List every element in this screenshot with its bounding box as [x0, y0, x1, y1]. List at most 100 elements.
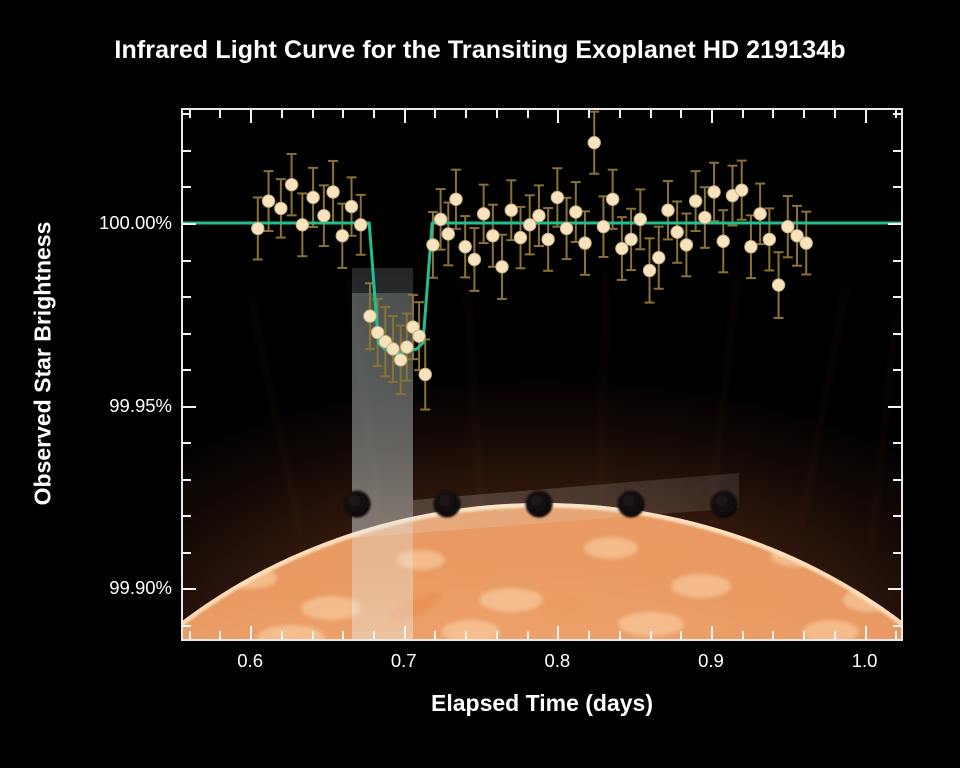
tick-mark [710, 626, 713, 639]
tick-mark [526, 631, 529, 639]
data-point [799, 236, 813, 250]
data-point [753, 207, 767, 221]
data-point [735, 183, 749, 197]
tick-mark [864, 626, 867, 639]
x-axis-title: Elapsed Time (days) [431, 690, 653, 716]
tick-mark [893, 369, 901, 372]
x-tick-label: 0.6 [237, 650, 263, 671]
tick-mark [893, 332, 901, 335]
data-point [344, 199, 359, 214]
data-point [615, 241, 629, 256]
x-tick-label: 0.9 [698, 650, 724, 671]
data-point [467, 252, 482, 267]
tick-mark [833, 631, 836, 639]
tick-mark [741, 631, 744, 639]
data-point [550, 190, 565, 205]
tick-mark [280, 110, 283, 118]
tick-mark [588, 631, 591, 639]
data-point [284, 177, 299, 192]
tick-mark [864, 110, 867, 123]
tick-mark [557, 626, 560, 639]
tick-mark [188, 631, 191, 639]
tick-mark [183, 259, 191, 262]
tick-mark [680, 110, 683, 118]
tick-mark [893, 515, 901, 518]
data-point [386, 342, 400, 356]
data-point [441, 227, 455, 241]
tick-mark [188, 110, 191, 118]
y-tick-label: 99.95% [109, 394, 172, 416]
data-point [412, 329, 426, 343]
tick-mark [373, 110, 376, 118]
data-point [642, 263, 657, 278]
tick-mark [434, 110, 437, 118]
tick-mark [833, 110, 836, 118]
tick-mark [495, 110, 498, 118]
data-point [400, 340, 414, 354]
data-point [762, 232, 777, 247]
data-point [532, 208, 546, 223]
data-point [541, 232, 555, 247]
data-point [406, 320, 420, 334]
tick-mark [183, 369, 191, 372]
tick-mark [895, 110, 898, 118]
tick-mark [588, 110, 591, 118]
tick-mark [680, 631, 683, 639]
data-point [393, 353, 408, 367]
tick-mark [893, 624, 901, 627]
tick-mark [183, 296, 191, 298]
data-point [569, 205, 583, 219]
tick-mark [893, 186, 901, 189]
tick-mark [803, 110, 806, 118]
tick-mark [893, 296, 901, 298]
tick-mark [183, 442, 191, 445]
data-point [449, 192, 463, 206]
tick-mark [888, 222, 901, 225]
tick-mark [250, 110, 253, 123]
data-point [578, 236, 592, 250]
figure-title: Infrared Light Curve for the Transiting … [114, 36, 846, 64]
tick-mark [895, 631, 898, 639]
data-point [476, 207, 491, 221]
data-point [596, 219, 611, 234]
data-point [317, 208, 331, 223]
data-point [433, 212, 448, 227]
data-point [354, 218, 368, 232]
tick-mark [495, 631, 498, 639]
tick-mark [649, 110, 652, 118]
y-axis-tick-labels: 100.00% 99.95% 99.90% [0, 0, 172, 768]
tick-mark [772, 631, 775, 639]
tick-mark [893, 478, 901, 481]
data-point [504, 203, 518, 217]
tick-mark [465, 110, 468, 118]
data-point [513, 230, 528, 245]
data-point [707, 185, 721, 199]
tick-mark [183, 588, 196, 591]
data-point [418, 367, 432, 382]
tick-mark [893, 259, 901, 262]
tick-mark [893, 442, 901, 445]
tick-mark [183, 515, 191, 518]
tick-mark [772, 110, 775, 118]
data-point [744, 240, 758, 254]
data-point [661, 203, 675, 217]
data-point [326, 185, 340, 199]
data-point [605, 192, 620, 206]
data-point [698, 210, 712, 225]
data-point [781, 219, 795, 234]
plot-area [181, 108, 903, 641]
x-tick-label: 0.8 [544, 650, 571, 671]
data-point [335, 229, 349, 243]
y-tick-label: 99.90% [109, 577, 172, 599]
data-point [670, 225, 684, 239]
x-tick-label: 0.7 [390, 650, 417, 671]
tick-mark [183, 405, 196, 408]
planet-silhouette-row [343, 490, 738, 518]
tick-mark [710, 110, 713, 123]
tick-mark [183, 551, 191, 554]
data-point [790, 229, 804, 243]
data-point [486, 229, 500, 243]
data-point-group [251, 135, 813, 382]
data-point [274, 201, 288, 216]
